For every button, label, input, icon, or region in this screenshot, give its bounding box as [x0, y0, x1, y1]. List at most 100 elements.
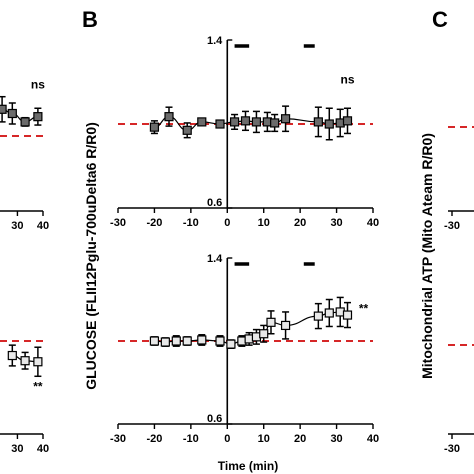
panel-b-top-marker	[270, 118, 280, 128]
panel-b-bottom-point-0	[149, 336, 160, 346]
panel-b-top-point-0	[149, 120, 160, 135]
panel-b-bottom-x-tick-label: -10	[183, 433, 199, 445]
panel-b-top-marker	[240, 116, 251, 126]
middle-x-axis-label: Time (min)	[218, 459, 278, 473]
panel-a-top-marker	[7, 108, 17, 119]
panel-b-top-point-3	[197, 117, 207, 127]
panel-a-top-point-2	[20, 116, 30, 127]
panel-a-top-marker	[20, 117, 30, 127]
panel-b-bottom-x-tick-label: 10	[258, 433, 270, 445]
panel-a-top-marker	[33, 112, 43, 122]
panel-b-top-marker	[215, 119, 225, 129]
panel-b-bottom-marker	[149, 336, 160, 346]
panel-b-top-point-12	[324, 107, 334, 141]
panel-b-top-x-tick-label: 0	[224, 217, 230, 229]
panel-b-bottom-point-16	[342, 301, 353, 329]
panel-b-top-marker	[229, 117, 240, 127]
panel-b-top-marker	[182, 125, 192, 135]
panel-a-bottom-point-2	[33, 346, 43, 378]
panel-b-top-marker	[324, 119, 334, 129]
panel-a-bottom-marker	[33, 357, 43, 367]
plot-area: -30 -20 -10 0 10 20 30 40 0.6 1.4 ns -30 -20 -10 0 10 20…	[0, 35, 474, 455]
panel-b-bottom-point-3	[182, 336, 192, 346]
panel-b-bottom-point-14	[324, 298, 334, 328]
panel-a-bottom-point-1	[20, 351, 30, 370]
panel-b-bottom-marker	[215, 336, 225, 346]
panel-a-top-x-tick-label: 30	[11, 220, 23, 232]
panel-b-bottom-point-7	[237, 335, 247, 347]
panel-b-top-point-11	[313, 106, 323, 138]
panel-b-top-point-2	[182, 122, 192, 139]
panel-b-top-x-tick-label: 40	[367, 217, 379, 229]
panel-b-bottom-point-2	[171, 335, 181, 347]
panel-b-bottom-marker	[160, 337, 170, 347]
panel-b-bottom-marker	[324, 308, 334, 318]
panel-b-top-marker	[251, 117, 262, 127]
panel-b-bottom-significance-label: **	[359, 302, 369, 316]
panel-b-bottom-marker	[280, 320, 291, 331]
panel-a-top-marker	[0, 104, 7, 114]
panel-b-top-marker	[280, 114, 291, 124]
panel-b-bottom-x-tick-label: 40	[367, 433, 379, 445]
panel-b-bottom-marker	[182, 336, 192, 346]
panel-a-top-significance-label: ns	[31, 77, 45, 91]
panel-b-top-x-tick-label: 30	[330, 217, 342, 229]
panel-b-top-x-tick-label: -30	[110, 217, 126, 229]
panel-b-top-y-tick-label: 1.4	[207, 35, 223, 47]
panel-a-bottom-point-0	[7, 344, 17, 367]
panel-b-top-significance-label: ns	[340, 72, 354, 86]
panel-b-bottom-marker	[197, 335, 207, 345]
middle-y-axis-label: GLUCOSE (FLII12Pglu-700uDelta6 R/R0)	[83, 122, 99, 390]
panel-letter-c: C	[432, 7, 448, 32]
panel-b-top-point-10	[280, 105, 291, 133]
panel-b-top-point-7	[251, 110, 262, 134]
panel-b-top-x-tick-label: -10	[183, 217, 199, 229]
panel-b-bottom-x-tick-label: -20	[146, 433, 162, 445]
panel-b-bottom-x-tick-label: 30	[330, 433, 342, 445]
panel-b-top-x-tick-label: 20	[294, 217, 306, 229]
panel-b-top-point-1	[164, 106, 174, 127]
panel-b-bottom-marker	[171, 336, 181, 346]
panel-b-bottom-marker	[342, 310, 353, 320]
panel-b-bottom-point-12	[280, 311, 291, 340]
panel-b-bottom-x-tick-label: -30	[110, 433, 126, 445]
panel-a-top-point-3	[33, 107, 43, 126]
panel-b-bottom-marker	[266, 317, 276, 327]
panel-b-top-point-5	[229, 113, 240, 130]
panel-b-bottom-marker	[226, 339, 236, 349]
panel-b-bottom-point-13	[313, 302, 323, 330]
panel-b-top-marker	[313, 117, 323, 127]
panel-b-bottom-point-11	[266, 310, 276, 335]
panel-b-bottom-y-tick-label: 0.6	[207, 413, 222, 425]
panel-a-top-point-0	[0, 95, 7, 123]
panel-b-top-point-6	[240, 110, 251, 132]
panel-b-top-point-4	[215, 119, 225, 129]
panel-b-bottom-point-1	[160, 337, 170, 347]
panel-b-top-point-13	[335, 108, 345, 138]
right-y-axis-label: Mitochondrial ATP (Mito Ateam R/R0)	[419, 133, 435, 379]
panel-a-top-x-tick-label: 40	[37, 220, 49, 232]
panel-a-bottom-x-tick-label: 30	[11, 443, 23, 455]
panel-a-top-series-line	[2, 108, 38, 123]
panel-b-top-marker	[149, 122, 160, 132]
panel-b-bottom-point-4	[197, 334, 207, 346]
panel-a-bottom-marker	[7, 350, 17, 361]
panel-b-top-x-tick-label: -20	[146, 217, 162, 229]
panel-a-bottom-significance-label: **	[33, 379, 43, 393]
panel-b-top-point-9	[270, 113, 280, 133]
panel-b-bottom-x-tick-label: 0	[224, 433, 230, 445]
panel-letter-b: B	[82, 7, 98, 32]
panel-c-bottom-x-tick-label: -30	[444, 443, 460, 455]
panel-b-bottom-point-5	[215, 335, 225, 347]
panel-c-top-x-tick-label: -30	[444, 220, 460, 232]
panel-b-top-marker	[197, 117, 207, 127]
panel-b-bottom-x-tick-label: 20	[294, 433, 306, 445]
panel-b-top-point-14	[342, 107, 353, 135]
panel-b-bottom-marker	[259, 329, 269, 339]
panel-b-top-y-tick-label: 0.6	[207, 197, 222, 209]
panel-b-top-x-tick-label: 10	[258, 217, 270, 229]
panel-b-bottom-y-tick-label: 1.4	[207, 253, 223, 265]
panel-b-top-marker	[164, 112, 174, 122]
panel-b-bottom-point-9	[251, 328, 262, 345]
